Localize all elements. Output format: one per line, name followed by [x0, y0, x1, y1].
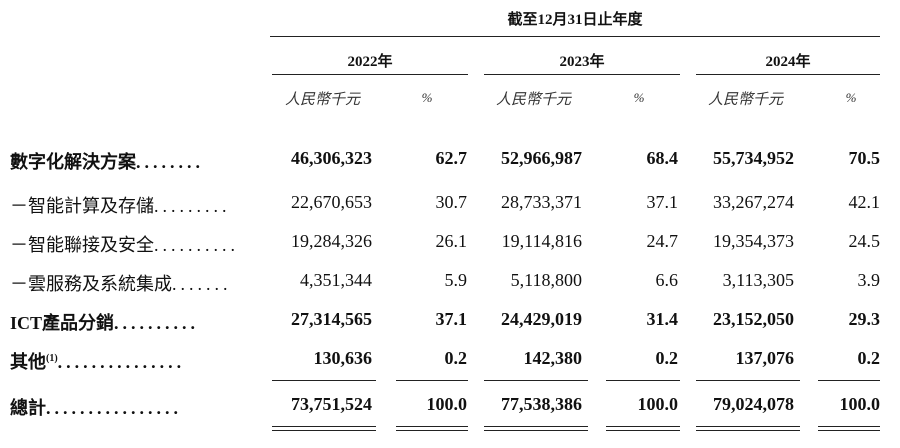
leader-dots: ......... [154, 196, 231, 216]
subtotal-rule-2022-amount [272, 380, 376, 381]
subtotal-rule-2023-amount [484, 380, 588, 381]
cell-2024-amount: 3,113,305 [722, 270, 794, 290]
cell-2023-amount: 24,429,019 [501, 309, 582, 329]
cell-2024-amount: 137,076 [735, 348, 795, 368]
total-rule-2024-pct-2 [818, 430, 880, 431]
cell-2024-amount: 55,734,952 [713, 148, 794, 168]
total-rule-2022-amount-2 [272, 430, 376, 431]
cell-2022-amount: 130,636 [313, 348, 373, 368]
cell-2022-amount: 46,306,323 [291, 148, 372, 168]
year-2023: 2023年 [559, 54, 605, 70]
cell-2024-amount: 79,024,078 [713, 394, 794, 414]
pct-label-2023: % [633, 90, 645, 105]
cell-2023-pct: 37.1 [646, 192, 679, 212]
pct-label-2022: % [421, 90, 433, 105]
cell-2022-pct: 26.1 [435, 231, 468, 251]
year-rule-2024 [696, 74, 880, 75]
cell-2022-pct: 100.0 [426, 394, 468, 414]
year-2024: 2024年 [765, 54, 811, 70]
total-rule-2023-amount-2 [484, 430, 588, 431]
cell-2023-amount: 77,538,386 [501, 394, 582, 414]
total-rule-2023-amount-1 [484, 426, 588, 427]
cell-2024-pct: 42.1 [848, 192, 881, 212]
year-rule-2022 [272, 74, 468, 75]
cell-2022-pct: 37.1 [435, 309, 468, 329]
subtotal-rule-2023-pct [606, 380, 680, 381]
unit-label-2024: 人民幣千元 [708, 92, 784, 108]
cell-2022-amount: 27,314,565 [291, 309, 372, 329]
total-rule-2022-pct-1 [396, 426, 468, 427]
cell-2024-pct: 70.5 [848, 148, 881, 168]
leader-dots: .......... [154, 235, 239, 255]
cell-2023-pct: 68.4 [646, 148, 679, 168]
unit-label-2023: 人民幣千元 [496, 92, 572, 108]
subtotal-rule-2022-pct [396, 380, 468, 381]
cell-2023-pct: 31.4 [646, 309, 679, 329]
period-title: 截至12月31日止年度 [507, 12, 643, 28]
leader-dots: ........ [136, 152, 204, 172]
table-row-connectivity-security: －智能聯接及安全.......... 19,284,326 26.1 19,11… [0, 231, 900, 261]
cell-2023-amount: 28,733,371 [501, 192, 582, 212]
leader-dots: ....... [172, 274, 232, 294]
total-rule-2023-pct-2 [606, 430, 680, 431]
period-rule [270, 36, 880, 37]
total-rule-2023-pct-1 [606, 426, 680, 427]
total-rule-2022-amount-1 [272, 426, 376, 427]
row-label: －智能計算及存儲 [10, 196, 154, 216]
cell-2024-amount: 23,152,050 [713, 309, 794, 329]
cell-2023-pct: 0.2 [655, 348, 679, 368]
cell-2022-pct: 0.2 [444, 348, 468, 368]
row-label: －雲服務及系統集成 [10, 274, 172, 294]
year-rule-2023 [484, 74, 680, 75]
cell-2023-pct: 24.7 [646, 231, 679, 251]
year-2022: 2022年 [347, 54, 393, 70]
cell-2024-pct: 24.5 [848, 231, 881, 251]
pct-label-2024: % [845, 90, 857, 105]
cell-2022-amount: 4,351,344 [300, 270, 372, 290]
cell-2023-amount: 19,114,816 [501, 231, 582, 251]
cell-2024-amount: 19,354,373 [713, 231, 794, 251]
table-row-ict-distribution: ICT產品分銷.......... 27,314,565 37.1 24,429… [0, 309, 900, 339]
row-label: 數字化解決方案 [10, 152, 136, 172]
subtotal-rule-2024-amount [696, 380, 800, 381]
total-rule-2022-pct-2 [396, 430, 468, 431]
leader-dots: .......... [114, 313, 200, 333]
leader-dots: ............... [57, 352, 186, 372]
cell-2023-amount: 142,380 [523, 348, 583, 368]
subtotal-rule-2024-pct [818, 380, 880, 381]
cell-2024-amount: 33,267,274 [713, 192, 794, 212]
cell-2022-pct: 62.7 [435, 148, 468, 168]
table-row-digital-solutions: 數字化解決方案........ 46,306,323 62.7 52,966,9… [0, 148, 900, 178]
table-row-others: 其他(1)............... 130,636 0.2 142,380… [0, 348, 900, 378]
total-rule-2024-amount-1 [696, 426, 800, 427]
total-rule-2024-amount-2 [696, 430, 800, 431]
table-row-total: 總計................ 73,751,524 100.0 77,5… [0, 394, 900, 424]
cell-2023-amount: 5,118,800 [510, 270, 582, 290]
cell-2024-pct: 29.3 [848, 309, 881, 329]
unit-label-2022: 人民幣千元 [285, 92, 361, 108]
cell-2022-pct: 30.7 [435, 192, 468, 212]
cell-2022-pct: 5.9 [444, 270, 468, 290]
cell-2022-amount: 19,284,326 [291, 231, 372, 251]
row-label: ICT產品分銷 [10, 313, 115, 333]
footnote-marker: (1) [46, 353, 58, 364]
table-row-computing-storage: －智能計算及存儲......... 22,670,653 30.7 28,733… [0, 192, 900, 222]
leader-dots: ................ [46, 398, 182, 418]
cell-2024-pct: 3.9 [857, 270, 881, 290]
cell-2023-pct: 6.6 [655, 270, 679, 290]
row-label: 其他 [10, 352, 46, 372]
cell-2023-amount: 52,966,987 [501, 148, 582, 168]
cell-2023-pct: 100.0 [637, 394, 679, 414]
row-label: 總計 [10, 398, 46, 418]
cell-2024-pct: 0.2 [857, 348, 881, 368]
row-label: －智能聯接及安全 [10, 235, 154, 255]
cell-2024-pct: 100.0 [839, 394, 881, 414]
table-row-cloud-integration: －雲服務及系統集成....... 4,351,344 5.9 5,118,800… [0, 270, 900, 300]
cell-2022-amount: 73,751,524 [291, 394, 372, 414]
cell-2022-amount: 22,670,653 [291, 192, 372, 212]
total-rule-2024-pct-1 [818, 426, 880, 427]
